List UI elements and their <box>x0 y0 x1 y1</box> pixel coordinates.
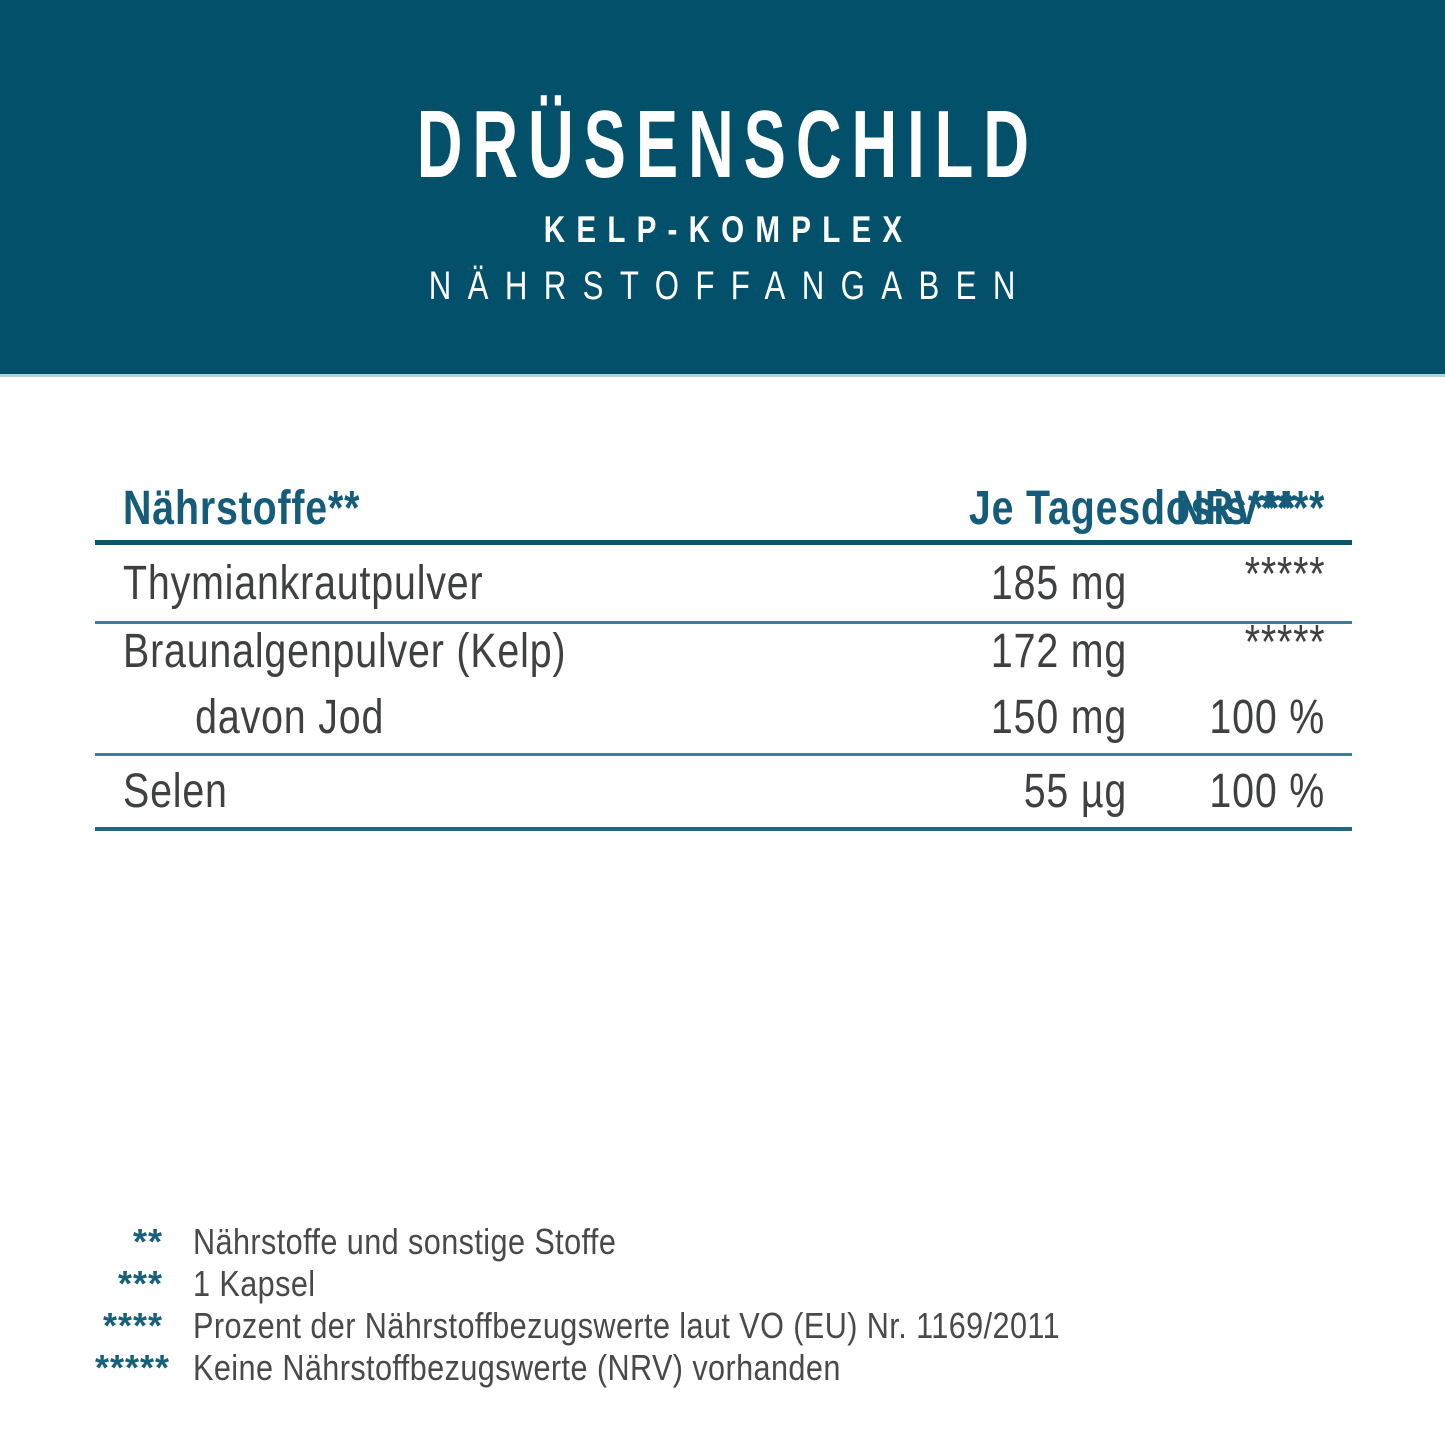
footnote-text-content: Prozent der Nährstoffbezugswerte laut VO… <box>193 1305 1061 1346</box>
sub-nutrient-amount-text: 150 mg <box>990 691 1127 744</box>
footnote-line: *** 1 Kapsel <box>95 1263 1275 1305</box>
nutrient-nrv-text: ***** <box>1244 547 1325 601</box>
product-title: DRÜSENSCHILD <box>0 97 1445 193</box>
product-subtitle: KELP-KOMPLEX <box>0 211 1445 248</box>
nutrient-name-text: Thymiankrautpulver <box>123 556 484 610</box>
footnote-text: 1 Kapsel <box>193 1263 1275 1305</box>
nutrient-nrv: ***** <box>1127 616 1325 690</box>
column-header-nutrients: Nährstoffe** <box>123 481 897 536</box>
table-header-row: Nährstoffe** Je Tagesdosis*** NRV**** <box>95 460 1352 545</box>
section-heading: NÄHRSTOFFANGABEN <box>0 266 1445 306</box>
nutrient-name: Thymiankrautpulver <box>123 556 897 611</box>
column-header-dose: Je Tagesdosis*** <box>897 481 1296 536</box>
nutrient-nrv-text: 100 % <box>1209 765 1325 818</box>
table-row-subline: davon Jod 150 mg 100 % <box>95 690 1352 753</box>
footnote-marker: *** <box>117 1263 163 1304</box>
footnote-text: Prozent der Nährstoffbezugswerte laut VO… <box>193 1305 1275 1347</box>
nutrient-name-text: Braunalgenpulver (Kelp) <box>123 625 567 678</box>
sub-nutrient-name-text: davon Jod <box>195 691 385 744</box>
product-subtitle-text: KELP-KOMPLEX <box>543 209 913 250</box>
footnote-line: **** Prozent der Nährstoffbezugswerte la… <box>95 1305 1275 1347</box>
table-row-mainline: Braunalgenpulver (Kelp) 172 mg ***** <box>95 616 1352 690</box>
nutrient-name: Selen <box>123 764 897 819</box>
nutrition-table: Nährstoffe** Je Tagesdosis*** NRV**** Th… <box>95 460 1352 831</box>
footnotes: ** Nährstoffe und sonstige Stoffe *** 1 … <box>95 1221 1275 1389</box>
nutrient-nrv: ***** <box>1127 548 1325 611</box>
header-band: DRÜSENSCHILD KELP-KOMPLEX NÄHRSTOFFANGAB… <box>0 0 1445 377</box>
footnote-marker: ** <box>132 1221 163 1262</box>
nutrient-amount-text: 172 mg <box>990 625 1127 678</box>
nutrient-nrv-text: ***** <box>1244 616 1325 669</box>
table-row: Braunalgenpulver (Kelp) 172 mg ***** dav… <box>95 616 1352 756</box>
nutrient-amount-text: 55 µg <box>1023 765 1127 818</box>
column-header-dose-text: Je Tagesdosis*** <box>968 482 1297 535</box>
footnote-line: ***** Keine Nährstoffbezugswerte (NRV) v… <box>95 1347 1275 1389</box>
column-header-nrv: NRV**** <box>1127 481 1325 536</box>
nutrient-amount-text: 185 mg <box>990 556 1127 610</box>
footnote-text: Keine Nährstoffbezugswerte (NRV) vorhand… <box>193 1347 1275 1389</box>
table-row: Thymiankrautpulver 185 mg ***** <box>95 545 1352 624</box>
nutrient-amount: 172 mg <box>897 624 1127 690</box>
nutrient-name-text: Selen <box>123 765 228 818</box>
nutrient-name: Braunalgenpulver (Kelp) <box>123 624 897 690</box>
sub-nutrient-amount: 150 mg <box>897 690 1127 753</box>
footnote-text-content: 1 Kapsel <box>193 1263 316 1304</box>
sub-nutrient-nrv: 100 % <box>1127 690 1325 753</box>
product-title-text: DRÜSENSCHILD <box>416 91 1039 198</box>
nutrient-amount: 185 mg <box>897 556 1127 611</box>
footnote-text-content: Nährstoffe und sonstige Stoffe <box>193 1221 617 1262</box>
footnote-text: Nährstoffe und sonstige Stoffe <box>193 1221 1275 1263</box>
footnote-marker: **** <box>102 1305 163 1346</box>
footnote-line: ** Nährstoffe und sonstige Stoffe <box>95 1221 1275 1263</box>
sub-nutrient-nrv-text: 100 % <box>1209 691 1325 744</box>
sub-nutrient-name: davon Jod <box>123 690 897 753</box>
footnote-marker: ***** <box>95 1347 171 1388</box>
section-heading-text: NÄHRSTOFFANGABEN <box>429 264 1033 308</box>
nutrient-amount: 55 µg <box>897 764 1127 819</box>
footnote-text-content: Keine Nährstoffbezugswerte (NRV) vorhand… <box>193 1347 841 1388</box>
column-header-nrv-text: NRV**** <box>1175 482 1325 535</box>
column-header-nutrients-text: Nährstoffe** <box>123 482 361 535</box>
nutrient-nrv: 100 % <box>1127 764 1325 819</box>
table-row: Selen 55 µg 100 % <box>95 756 1352 831</box>
